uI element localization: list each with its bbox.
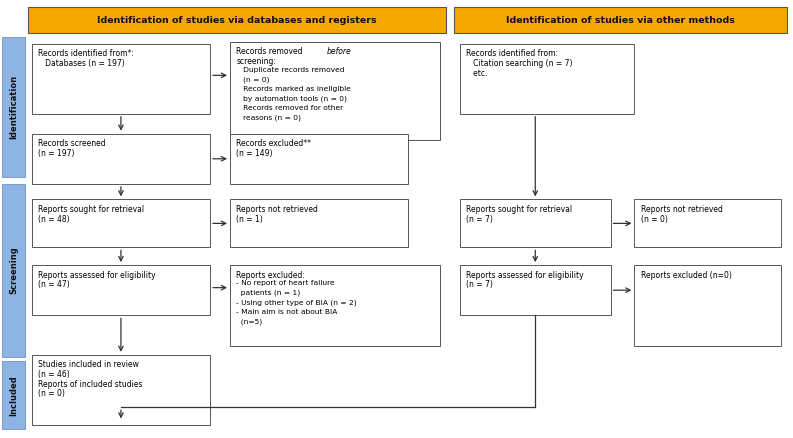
Text: (n = 0): (n = 0): [38, 389, 65, 399]
Text: before: before: [327, 47, 351, 57]
Text: Reports excluded (n=0): Reports excluded (n=0): [641, 271, 732, 280]
Text: Screening: Screening: [9, 247, 18, 294]
Bar: [28, 7, 446, 33]
Text: Identification of studies via other methods: Identification of studies via other meth…: [506, 16, 734, 25]
Text: Records excluded**: Records excluded**: [236, 139, 312, 148]
Bar: [32, 355, 210, 425]
Text: Included: Included: [9, 375, 18, 416]
Text: Reports assessed for eligibility: Reports assessed for eligibility: [38, 271, 155, 280]
Text: Reports not retrieved: Reports not retrieved: [641, 205, 722, 214]
Text: (n = 149): (n = 149): [236, 149, 273, 158]
Text: - No report of heart failure: - No report of heart failure: [236, 280, 335, 286]
Text: (n = 7): (n = 7): [466, 215, 493, 224]
Bar: [460, 199, 611, 247]
Bar: [634, 199, 781, 247]
Text: reasons (n = 0): reasons (n = 0): [236, 115, 301, 121]
Text: - Main aim is not about BIA: - Main aim is not about BIA: [236, 309, 338, 315]
Text: etc.: etc.: [466, 69, 488, 78]
Bar: [460, 44, 634, 114]
Text: patients (n = 1): patients (n = 1): [236, 290, 301, 297]
Text: - Using other type of BIA (n = 2): - Using other type of BIA (n = 2): [236, 300, 357, 306]
Text: Duplicate records removed: Duplicate records removed: [236, 67, 345, 73]
Text: (n = 47): (n = 47): [38, 280, 70, 290]
Text: (n = 0): (n = 0): [236, 76, 270, 83]
Text: Reports excluded:: Reports excluded:: [236, 271, 305, 280]
Bar: [230, 265, 440, 346]
Bar: [32, 44, 210, 114]
Text: (n = 7): (n = 7): [466, 280, 493, 290]
Bar: [460, 265, 611, 315]
Text: Records removed: Records removed: [236, 47, 305, 57]
Text: (n = 0): (n = 0): [641, 215, 668, 224]
Text: Reports assessed for eligibility: Reports assessed for eligibility: [466, 271, 584, 280]
Bar: [454, 7, 787, 33]
Text: (n = 46): (n = 46): [38, 370, 70, 379]
Bar: [2, 361, 25, 429]
Bar: [32, 265, 210, 315]
Text: Reports not retrieved: Reports not retrieved: [236, 205, 318, 214]
Bar: [230, 199, 408, 247]
Text: by automation tools (n = 0): by automation tools (n = 0): [236, 95, 347, 102]
Text: Records screened: Records screened: [38, 139, 105, 148]
Text: Records removed for other: Records removed for other: [236, 105, 343, 111]
Text: Identification of studies via databases and registers: Identification of studies via databases …: [98, 16, 377, 25]
Bar: [32, 134, 210, 184]
Text: Citation searching (n = 7): Citation searching (n = 7): [466, 59, 573, 68]
Text: screening:: screening:: [236, 57, 276, 66]
Text: Studies included in review: Studies included in review: [38, 360, 139, 370]
Text: (n=5): (n=5): [236, 319, 262, 325]
Text: Databases (n = 197): Databases (n = 197): [38, 59, 125, 68]
Text: (n = 197): (n = 197): [38, 149, 75, 158]
Text: Records marked as ineligible: Records marked as ineligible: [236, 86, 351, 92]
Text: Records identified from*:: Records identified from*:: [38, 49, 134, 59]
Text: Reports sought for retrieval: Reports sought for retrieval: [466, 205, 573, 214]
Bar: [634, 265, 781, 346]
Bar: [2, 184, 25, 357]
Text: Identification: Identification: [9, 75, 18, 139]
Bar: [2, 37, 25, 177]
Bar: [230, 134, 408, 184]
Text: Reports of included studies: Reports of included studies: [38, 380, 143, 389]
Text: Records identified from:: Records identified from:: [466, 49, 558, 59]
Text: Reports sought for retrieval: Reports sought for retrieval: [38, 205, 144, 214]
Text: (n = 48): (n = 48): [38, 215, 70, 224]
Text: (n = 1): (n = 1): [236, 215, 263, 224]
Bar: [32, 199, 210, 247]
Bar: [230, 42, 440, 140]
